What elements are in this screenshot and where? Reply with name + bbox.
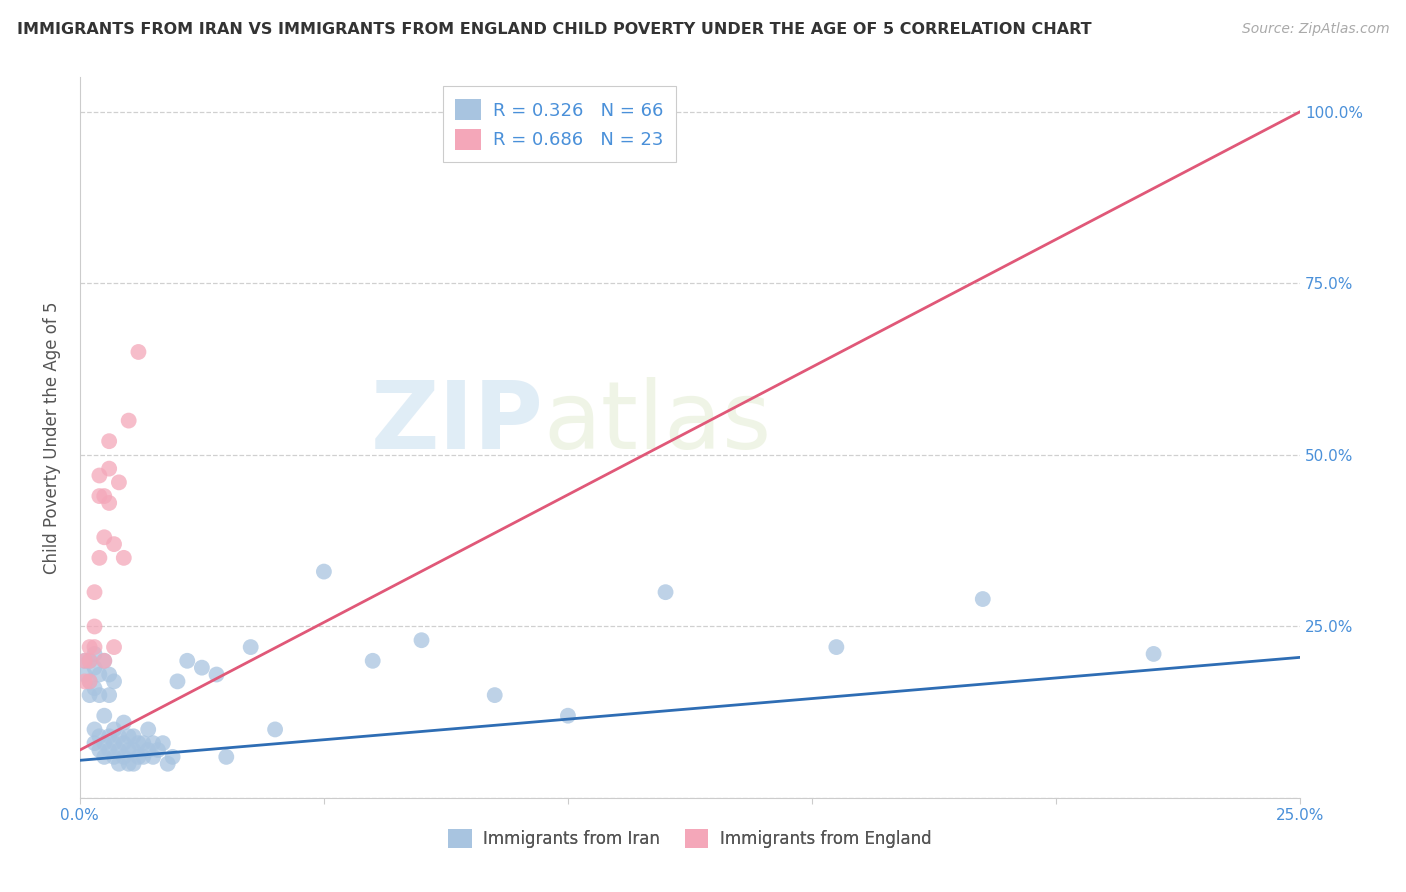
Point [108,475,131,490]
Point [83,661,105,675]
Point [93,654,115,668]
Point [79,654,101,668]
Point [411,633,433,648]
Point [103,640,125,654]
Point [98,434,121,449]
Point [972,592,994,607]
Point [191,661,214,675]
Point [103,736,125,750]
Text: atlas: atlas [544,377,772,469]
Point [83,723,105,737]
Point [103,537,125,551]
Point [136,743,159,757]
Point [205,667,228,681]
Point [103,674,125,689]
Point [79,688,101,702]
Point [89,489,111,503]
Text: IMMIGRANTS FROM IRAN VS IMMIGRANTS FROM ENGLAND CHILD POVERTY UNDER THE AGE OF 5: IMMIGRANTS FROM IRAN VS IMMIGRANTS FROM … [17,22,1091,37]
Point [118,743,141,757]
Point [89,729,111,743]
Point [142,750,165,764]
Point [122,743,145,757]
Point [98,743,121,757]
Point [122,729,145,743]
Point [89,688,111,702]
Point [73,674,96,689]
Point [103,750,125,764]
Point [98,461,121,475]
Text: ZIP: ZIP [371,377,544,469]
Point [108,756,131,771]
Point [89,468,111,483]
Point [127,345,149,359]
Point [118,729,141,743]
Point [825,640,848,654]
Point [93,750,115,764]
Point [98,496,121,510]
Point [89,667,111,681]
Point [83,619,105,633]
Point [83,640,105,654]
Point [215,750,238,764]
Point [93,489,115,503]
Point [557,708,579,723]
Point [166,674,188,689]
Point [98,688,121,702]
Point [264,723,287,737]
Point [118,756,141,771]
Point [1142,647,1164,661]
Point [89,550,111,565]
Point [127,736,149,750]
Point [122,756,145,771]
Point [73,654,96,668]
Point [127,750,149,764]
Point [132,736,155,750]
Point [83,681,105,696]
Point [654,585,676,599]
Legend: Immigrants from Iran, Immigrants from England: Immigrants from Iran, Immigrants from En… [441,822,938,855]
Point [108,743,131,757]
Point [118,414,141,428]
Point [103,723,125,737]
Point [79,640,101,654]
Point [162,750,184,764]
Point [156,756,179,771]
Point [79,674,101,689]
Point [152,736,174,750]
Point [98,729,121,743]
Point [73,667,96,681]
Y-axis label: Child Poverty Under the Age of 5: Child Poverty Under the Age of 5 [44,301,60,574]
Point [239,640,262,654]
Point [98,667,121,681]
Point [136,723,159,737]
Point [112,736,135,750]
Point [83,736,105,750]
Point [361,654,384,668]
Point [484,688,506,702]
Point [142,736,165,750]
Point [112,550,135,565]
Point [79,674,101,689]
Point [73,654,96,668]
Point [79,654,101,668]
Point [83,585,105,599]
Point [93,736,115,750]
Point [312,565,335,579]
Point [93,654,115,668]
Point [89,743,111,757]
Point [112,715,135,730]
Point [176,654,198,668]
Point [108,729,131,743]
Text: Source: ZipAtlas.com: Source: ZipAtlas.com [1241,22,1389,37]
Point [112,750,135,764]
Point [83,647,105,661]
Point [132,750,155,764]
Point [93,708,115,723]
Point [93,530,115,544]
Point [146,743,169,757]
